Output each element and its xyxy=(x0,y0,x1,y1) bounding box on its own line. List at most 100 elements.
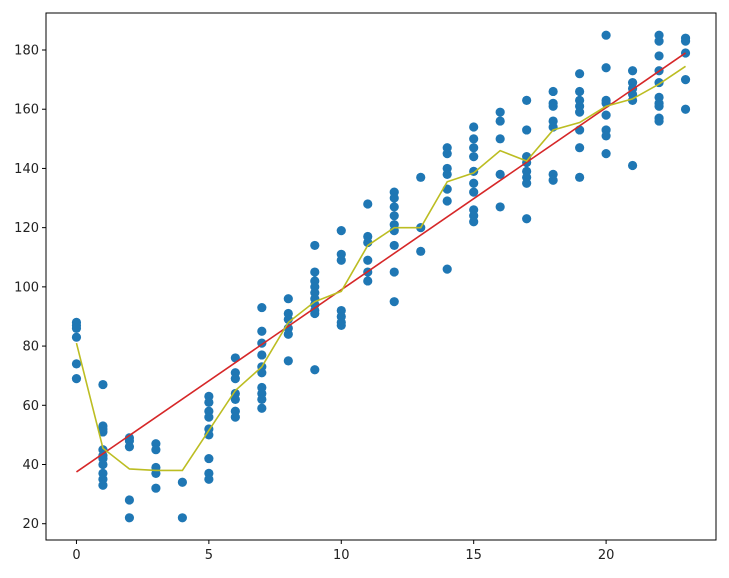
y-tick-label: 20 xyxy=(22,517,39,532)
scatter-point xyxy=(363,276,373,286)
y-tick-label: 40 xyxy=(22,458,39,473)
scatter-point xyxy=(442,196,452,206)
scatter-point xyxy=(575,107,585,117)
scatter-point xyxy=(601,131,611,141)
x-tick-label: 0 xyxy=(72,548,80,563)
scatter-point xyxy=(469,217,479,227)
scatter-point xyxy=(389,240,399,251)
y-tick-label: 160 xyxy=(14,103,39,118)
scatter-point xyxy=(257,403,267,413)
scatter-point xyxy=(654,51,664,61)
scatter-point xyxy=(389,202,399,212)
scatter-point xyxy=(575,69,585,79)
scatter-point xyxy=(230,394,240,404)
series-line-2 xyxy=(75,65,686,472)
scatter-point xyxy=(601,30,611,40)
x-tick-label: 10 xyxy=(333,548,350,563)
scatter-point xyxy=(548,101,558,111)
scatter-point xyxy=(257,302,267,313)
scatter-point xyxy=(389,193,399,203)
scatter-point xyxy=(389,297,399,307)
scatter-point xyxy=(283,329,293,339)
y-tick-label: 100 xyxy=(14,280,39,295)
scatter-point xyxy=(654,36,664,46)
scatter-point xyxy=(416,246,426,256)
scatter-point xyxy=(257,326,267,336)
scatter-point xyxy=(469,134,479,144)
scatter-point xyxy=(204,474,214,484)
scatter-point xyxy=(310,267,320,277)
scatter-point xyxy=(575,172,585,182)
scatter-point xyxy=(469,143,479,153)
scatter-point xyxy=(257,350,267,360)
scatter-point xyxy=(495,107,505,117)
scatter-point xyxy=(310,240,320,251)
plot-area xyxy=(71,30,691,523)
scatter-point xyxy=(257,394,267,404)
scatter-point xyxy=(442,169,452,179)
scatter-point xyxy=(336,320,346,330)
scatter-point xyxy=(71,323,82,333)
scatter-point xyxy=(627,66,638,76)
scatter-point xyxy=(416,172,426,182)
y-tick-label: 180 xyxy=(14,44,39,59)
scatter-point xyxy=(654,101,664,111)
scatter-point xyxy=(680,75,691,85)
scatter-point xyxy=(151,483,161,493)
scatter-point xyxy=(336,226,346,236)
y-tick-label: 60 xyxy=(22,399,39,414)
x-tick-label: 5 xyxy=(205,548,213,563)
scatter-point xyxy=(601,149,611,159)
x-tick-label: 20 xyxy=(598,548,615,563)
scatter-point xyxy=(522,214,532,224)
scatter-point xyxy=(98,427,108,437)
x-tick-label: 15 xyxy=(465,548,482,563)
scatter-point xyxy=(204,412,214,422)
scatter-point xyxy=(680,36,691,46)
series-line-1 xyxy=(76,52,686,473)
scatter-point xyxy=(469,178,479,188)
scatter-point xyxy=(124,495,135,505)
scatter-point xyxy=(389,211,399,221)
scatter-point xyxy=(98,459,108,470)
scatter-point xyxy=(469,151,479,162)
scatter-point xyxy=(363,255,373,265)
scatter-point xyxy=(124,442,135,452)
scatter-point xyxy=(495,116,505,126)
scatter-point xyxy=(283,356,293,366)
scatter-point xyxy=(601,110,611,120)
scatter-point xyxy=(124,513,135,523)
scatter-point xyxy=(98,480,108,490)
scatter-point xyxy=(177,513,187,523)
scatter-point xyxy=(495,202,505,212)
scatter-point xyxy=(283,294,293,304)
scatter-point xyxy=(522,125,532,135)
scatter-point xyxy=(310,308,320,319)
x-axis: 0 5 10 15 20 xyxy=(72,540,614,563)
scatter-point xyxy=(522,95,532,105)
scatter-point xyxy=(71,332,82,342)
scatter-point xyxy=(310,365,320,375)
axes-frame xyxy=(45,12,717,541)
scatter-point xyxy=(177,477,187,487)
scatter-point xyxy=(548,86,558,97)
scatter-point xyxy=(495,134,505,144)
y-tick-label: 140 xyxy=(14,162,39,177)
scatter-point xyxy=(71,359,82,369)
scatter-point xyxy=(575,86,585,97)
scatter-point xyxy=(283,314,293,325)
scatter-point xyxy=(495,169,505,179)
y-axis: 20 40 60 80 100 120 140 160 180 xyxy=(14,44,46,532)
scatter-point xyxy=(627,160,638,171)
scatter-point xyxy=(654,116,664,126)
scatter-point xyxy=(469,122,479,132)
scatter-point xyxy=(71,374,82,384)
scatter-point xyxy=(575,143,585,153)
scatter-point xyxy=(442,264,452,274)
scatter-point xyxy=(98,379,108,390)
scatter-point xyxy=(680,48,691,58)
scatter-point xyxy=(548,175,558,185)
y-tick-label: 80 xyxy=(22,340,39,355)
